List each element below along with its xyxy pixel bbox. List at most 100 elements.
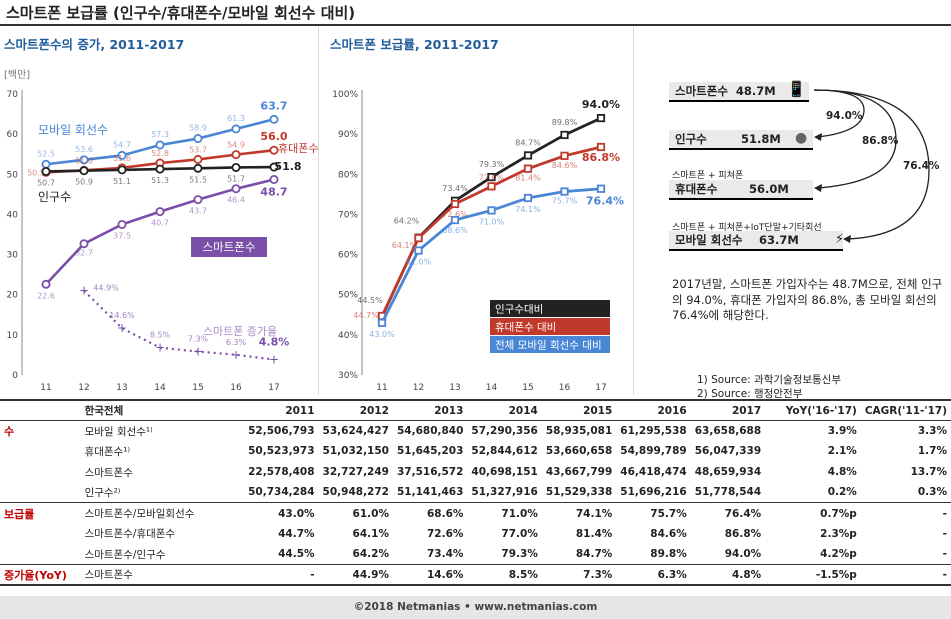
data-point: [523, 193, 533, 203]
growth-marker: +: [269, 353, 279, 367]
table-cell: 51,696,216: [620, 486, 687, 499]
table-cell: 54,680,840: [396, 425, 464, 438]
x-tick-label: 11: [376, 383, 387, 393]
x-tick-label: 14: [486, 383, 498, 393]
table-cell: 44.9%: [318, 564, 393, 587]
data-point: [231, 184, 241, 194]
data-label: 53.7: [189, 145, 207, 154]
data-point: [269, 162, 279, 172]
x-tick-label: 17: [595, 383, 606, 393]
data-point: [450, 199, 460, 209]
section-label: [0, 441, 81, 462]
data-label: 58.9: [189, 124, 207, 133]
y-tick-label: 30%: [338, 371, 358, 381]
x-tick-label: 16: [559, 383, 571, 393]
data-point: [269, 175, 279, 185]
table-cell: 61.0%: [318, 502, 393, 524]
data-point: [523, 151, 533, 160]
arrow-head: [843, 235, 851, 243]
y-tick-label: 20: [7, 291, 19, 301]
row-label: 스마트폰수/휴대폰수: [84, 528, 176, 541]
table-cell: 76.4%: [690, 502, 766, 524]
data-label: 81.4%: [515, 174, 541, 183]
box-label: 인구수: [675, 132, 707, 146]
table-cell: 46,418,474: [620, 466, 687, 479]
title-rule: [0, 24, 951, 26]
data-point: [596, 184, 606, 193]
data-label: 74.1%: [515, 205, 541, 214]
growth-label: 14.6%: [109, 311, 135, 320]
box-value: 63.7M: [759, 233, 799, 247]
x-tick-label: 17: [268, 383, 279, 393]
y-tick-label: 50%: [338, 291, 358, 301]
data-label: 86.8%: [582, 151, 620, 164]
table-row: 인구수²⁾ 50,734,284 50,948,272 51,141,463 51,32…: [0, 482, 951, 503]
table-cell: 1.7%: [917, 445, 947, 458]
data-label: 22.6: [37, 291, 55, 300]
table-cell: 51,141,463: [396, 486, 464, 499]
person-icon: ●: [795, 130, 808, 146]
y-tick-label: 50: [7, 170, 19, 180]
y-tick-label: 70%: [338, 210, 358, 220]
table-cell: 22,578,408: [248, 466, 315, 479]
data-label: 32.7: [75, 249, 93, 258]
table-cell: 43,667,799: [545, 466, 613, 479]
y-tick-label: 40: [7, 210, 19, 220]
table-row: 보급률 스마트폰수/모바일회선수 43.0% 61.0% 68.6% 71.0% 74.1%…: [0, 502, 951, 524]
section-label: 증가율(YoY): [0, 564, 81, 587]
arc-label-handset: 86.8%: [862, 135, 899, 147]
data-label: 51.7: [227, 174, 245, 183]
data-point: [231, 124, 241, 134]
section-label: 수: [4, 425, 15, 439]
table-cell: 7.3%: [541, 564, 617, 587]
table-cell: 84.6%: [650, 527, 687, 540]
table-header: 한국전체 2011 2012 2013 2014 2015 2016 2017 …: [0, 399, 951, 422]
summary-text: 2017년말, 스마트폰 가입자수는 48.7M으로, 전체 인구의 94.0%…: [672, 277, 943, 322]
wireless-signal-icon: ⚡: [835, 232, 845, 247]
table-cell: 50,948,272: [322, 486, 389, 499]
table-cell: 54,899,789: [620, 445, 687, 458]
data-point: [155, 207, 165, 217]
data-point: [487, 182, 496, 191]
data-label: 76.4%: [586, 195, 624, 208]
panel-divider: [318, 27, 319, 395]
row-label: 인구수²⁾: [84, 486, 121, 499]
table-cell: -: [942, 548, 947, 561]
smartphone-count-chart: [백만] 0 10 20 30 40 50 60 70 11 12 13 14 15 16 17 52.5 53.…: [4, 69, 318, 393]
table-cell: -: [860, 564, 951, 587]
arc-label-population: 94.0%: [826, 110, 863, 122]
growth-line: [83, 289, 275, 361]
data-label: 44.7%: [353, 311, 379, 320]
table-cell: 4.8%: [827, 466, 857, 479]
box-value: 48.7M: [735, 84, 776, 98]
table-cell: 14.6%: [392, 564, 468, 587]
y-tick-label: 100%: [332, 90, 358, 100]
growth-label: 6.3%: [226, 338, 247, 347]
data-label: 56.0: [260, 130, 287, 143]
data-point: [560, 151, 569, 160]
panel-divider: [633, 27, 634, 395]
data-label: 54.9: [227, 141, 245, 150]
data-point: [41, 279, 51, 289]
data-label: 61.3: [227, 114, 245, 123]
header-cell: 2011: [244, 399, 319, 422]
data-label: 48.7: [260, 186, 287, 199]
header-cell: 2013: [392, 399, 468, 422]
growth-marker: +: [155, 341, 165, 355]
data-label: 51.6: [113, 154, 131, 163]
table-cell: 77.0%: [501, 527, 538, 540]
table-cell: 52,844,612: [471, 445, 538, 458]
table-cell: 44.5%: [278, 548, 315, 561]
box-value: 51.8M: [741, 132, 781, 146]
table-cell: 3.9%: [827, 425, 857, 438]
footer: ©2018 Netmanias • www.netmanias.com: [0, 596, 951, 619]
growth-marker: +: [193, 345, 203, 359]
table-cell: -: [860, 502, 951, 524]
data-label: 63.7: [260, 99, 287, 112]
data-point: [414, 246, 423, 255]
data-label: 50.9: [75, 178, 93, 187]
x-tick-label: 13: [116, 383, 127, 393]
header-cell: 한국전체: [80, 399, 245, 422]
arc-label-lines: 76.4%: [903, 160, 940, 172]
table-cell: 81.4%: [575, 527, 613, 540]
